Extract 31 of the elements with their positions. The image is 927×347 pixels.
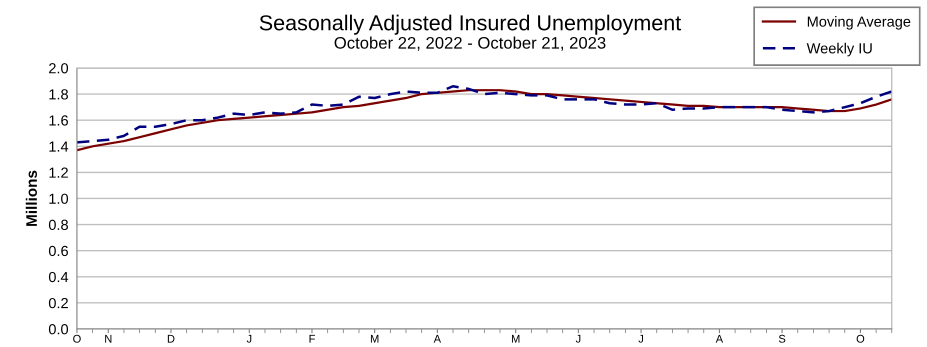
x-tick-label: J (638, 334, 644, 343)
y-tick-label: 1.4 (49, 142, 68, 152)
x-tick-label: S (778, 334, 786, 343)
y-tick-label: 1.0 (49, 194, 68, 204)
legend-label: Moving Average (808, 16, 910, 30)
y-tick-label: 0.2 (48, 298, 68, 308)
x-tick-label: D (168, 334, 174, 343)
y-tick-label: 1.8 (49, 89, 68, 100)
y-tick-label: 0.6 (48, 246, 68, 256)
legend-label: Weekly IU (806, 42, 872, 56)
x-tick-label: A (716, 334, 724, 343)
x-tick-label: N (105, 334, 112, 343)
y-axis-title: Millions (26, 170, 37, 226)
y-tick-label: 0.4 (48, 272, 68, 282)
y-tick-label: 1.6 (49, 115, 68, 126)
x-tick-label: J (246, 334, 252, 343)
y-tick-label: 0.8 (48, 220, 68, 230)
x-tick-label: M (512, 334, 520, 343)
line-series (76, 89, 892, 152)
x-tick-label: M (370, 334, 378, 343)
x-tick-label: J (576, 334, 580, 343)
y-tick-label: 1.2 (49, 167, 68, 178)
chart-title: Seasonally Adjusted Insured Unemployment (260, 14, 682, 35)
x-tick-label: F (310, 334, 315, 343)
x-tick-label: A (434, 334, 442, 343)
chart-subtitle: October 22, 2022 - October 21, 2023 (334, 36, 606, 51)
x-tick-label: O (856, 334, 864, 343)
y-tick-label: 0.0 (48, 324, 68, 334)
x-tick-label: O (73, 334, 81, 343)
line-series (76, 85, 892, 144)
y-tick-label: 2.0 (49, 63, 68, 74)
